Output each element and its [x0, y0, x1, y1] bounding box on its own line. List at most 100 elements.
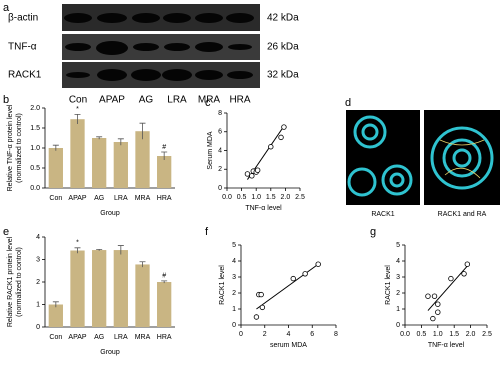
point	[259, 304, 266, 311]
bar	[135, 264, 150, 327]
protein-label: TNF-α	[8, 42, 37, 53]
panel-label: a	[3, 2, 10, 14]
point	[290, 275, 296, 282]
point	[464, 261, 471, 267]
x-tick-label: 0	[239, 331, 243, 338]
y-axis-label: Relative RACK1 protein level	[7, 236, 14, 327]
bar	[70, 250, 85, 327]
point	[254, 167, 261, 173]
x-tick-label: 2.5	[295, 194, 305, 201]
y-tick-label: 3	[396, 274, 400, 281]
error-bar	[117, 245, 124, 255]
y-tick-label: 3	[232, 274, 236, 281]
point	[244, 171, 251, 177]
y-tick-label: 1.0	[30, 145, 40, 152]
x-tick-label: 4	[287, 331, 291, 338]
x-axis-label: serum MDA	[270, 342, 307, 349]
panel-label: d	[345, 97, 351, 109]
bar	[113, 250, 128, 327]
error-bar	[161, 151, 168, 160]
y-tick-label: 2	[232, 290, 236, 297]
structure-label: RACK1	[371, 211, 394, 218]
panel-label: g	[370, 226, 376, 238]
x-tick-label: 0.5	[417, 331, 427, 338]
y-axis-label: RACK1 level	[219, 265, 226, 305]
x-tick-label: 2	[263, 331, 267, 338]
y-tick-label: 4	[232, 258, 236, 265]
y-tick-label: 1	[232, 306, 236, 313]
x-tick-label: MRA	[135, 334, 151, 341]
x-tick-label: 2.5	[482, 331, 492, 338]
error-bar	[139, 122, 146, 140]
point	[430, 315, 436, 322]
point	[425, 293, 431, 299]
error-bar	[96, 248, 103, 251]
y-tick-label: 0	[232, 322, 236, 329]
lane-label: LRA	[167, 95, 187, 106]
bar	[70, 119, 85, 188]
x-tick-label: 1.5	[266, 194, 276, 201]
x-tick-label: 1.0	[433, 331, 443, 338]
western-blot	[62, 4, 260, 88]
x-tick-label: AG	[94, 195, 104, 202]
panel-label: e	[3, 226, 9, 238]
x-tick-label: LRA	[114, 334, 128, 341]
x-tick-label: Con	[49, 195, 62, 202]
y-axis-label: Serum MDA	[207, 131, 214, 169]
y-axis-label: (normalized to control)	[16, 247, 23, 317]
x-tick-label: Con	[49, 334, 62, 341]
x-tick-label: 0.5	[237, 194, 247, 201]
point	[431, 293, 438, 299]
y-tick-label: 6	[218, 129, 222, 136]
error-bar	[74, 114, 81, 124]
lane-label: APAP	[99, 95, 125, 106]
point	[302, 271, 308, 277]
x-tick-label: LRA	[114, 195, 128, 202]
x-axis-label: TNF-α level	[428, 342, 465, 349]
kda-label: 42 kDa	[267, 13, 299, 24]
x-tick-label: 2.0	[466, 331, 476, 338]
y-tick-label: 2	[36, 279, 40, 286]
fit-line	[427, 263, 470, 311]
bar	[113, 142, 128, 188]
y-tick-label: 8	[218, 110, 222, 117]
panel-label: f	[205, 226, 209, 238]
structure-image	[424, 110, 500, 205]
y-tick-label: 2	[218, 166, 222, 173]
y-axis-label: (normalized to control)	[16, 113, 23, 183]
annotation: #	[162, 144, 166, 151]
error-bar	[52, 144, 59, 151]
x-tick-label: 1.0	[251, 194, 261, 201]
x-tick-label: 1.5	[449, 331, 459, 338]
y-tick-label: 2.0	[30, 105, 40, 112]
kda-label: 32 kDa	[267, 70, 299, 81]
point	[278, 134, 284, 141]
bar	[48, 148, 63, 188]
y-tick-label: 0	[218, 185, 222, 192]
panel-label: b	[3, 94, 9, 106]
annotation: *	[76, 106, 79, 113]
panel-label: c	[205, 97, 211, 109]
kda-label: 26 kDa	[267, 42, 299, 53]
bar	[157, 156, 172, 188]
x-tick-label: 6	[310, 331, 314, 338]
structure-label: RACK1 and RA	[438, 211, 487, 218]
protein-label: β-actin	[8, 13, 38, 24]
lane-label: Con	[69, 95, 87, 106]
point	[249, 173, 255, 179]
point	[281, 124, 287, 130]
point	[448, 275, 454, 282]
lane-label: HRA	[229, 95, 250, 106]
x-axis-label: TNF-α level	[245, 205, 282, 212]
error-bar	[74, 247, 81, 254]
y-tick-label: 0	[36, 324, 40, 331]
annotation: #	[162, 273, 166, 280]
y-tick-label: 0.0	[30, 185, 40, 192]
x-tick-label: HRA	[157, 334, 172, 341]
x-tick-label: 0.0	[400, 331, 410, 338]
x-tick-label: 2.0	[281, 194, 291, 201]
error-bar	[139, 261, 146, 268]
x-tick-label: 0.0	[222, 194, 232, 201]
y-tick-label: 3	[36, 256, 40, 263]
